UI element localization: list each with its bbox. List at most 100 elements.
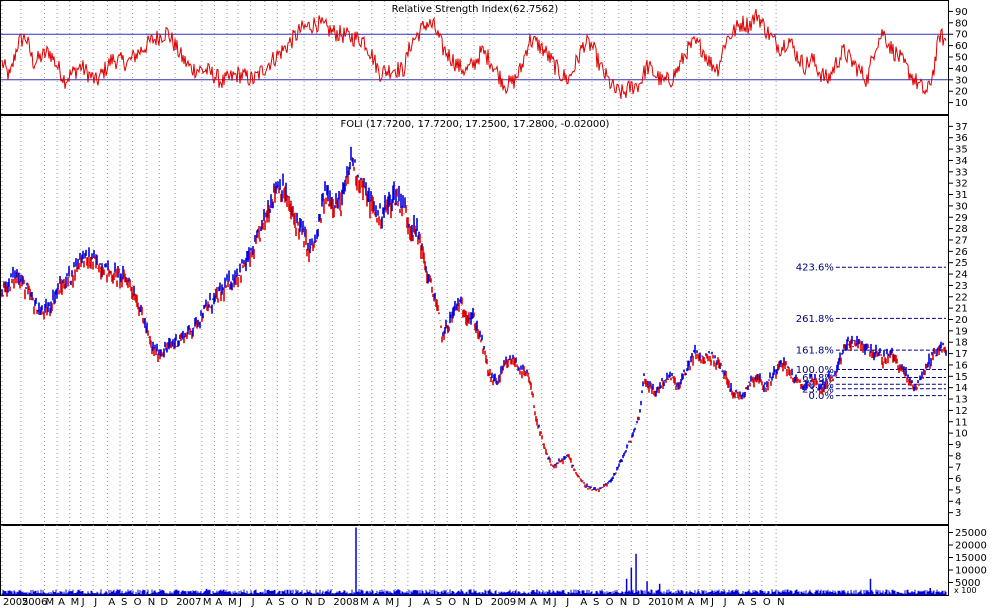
price-tick-label: 8 [955, 451, 961, 462]
price-tick-label: 19 [955, 326, 968, 337]
rsi-tick-label: 10 [955, 98, 968, 109]
x-tick-label: J [710, 597, 714, 608]
x-tick-label: J [395, 597, 399, 608]
x-tick-label: S [593, 597, 599, 608]
x-tick-label: J [553, 597, 557, 608]
rsi-tick-label: 90 [955, 7, 968, 18]
price-tick-label: 18 [955, 338, 968, 349]
price-tick-label: 13 [955, 395, 968, 406]
x-tick-label: J [81, 597, 85, 608]
price-tick-label: 30 [955, 201, 968, 212]
price-tick-label: 14 [955, 383, 968, 394]
price-tick-label: 15 [955, 372, 968, 383]
x-tick-label: A [530, 597, 537, 608]
x-tick-label: D [160, 597, 168, 608]
x-tick-label: O [606, 597, 614, 608]
volume-tick-label: 25000 [955, 528, 987, 539]
x-tick-label: D [632, 597, 640, 608]
x-tick-label: M [700, 597, 709, 608]
x-tick-label: M [543, 597, 552, 608]
price-tick-label: 6 [955, 474, 961, 485]
x-tick-label: M [385, 597, 394, 608]
x-tick-label: N [620, 597, 627, 608]
x-tick-label: D [318, 597, 326, 608]
price-tick-label: 11 [955, 417, 968, 428]
rsi-tick-label: 30 [955, 75, 968, 86]
price-tick-label: 25 [955, 258, 968, 269]
x-tick-label: 2006 [22, 597, 47, 608]
fib-level-label: 423.6% [796, 263, 834, 274]
x-tick-label: J [723, 597, 727, 608]
price-tick-label: 35 [955, 145, 968, 156]
price-tick-label: 36 [955, 133, 968, 144]
fib-level-label: 100.0% [796, 365, 834, 376]
price-tick-label: 26 [955, 247, 968, 258]
rsi-title: Relative Strength Index(62.7562) [392, 4, 559, 15]
x-tick-label: A [373, 597, 380, 608]
volume-bars [1, 527, 947, 595]
price-tick-label: 9 [955, 440, 961, 451]
x-tick-label: M [203, 597, 212, 608]
x-tick-label: S [436, 597, 442, 608]
price-tick-label: 21 [955, 304, 968, 315]
x-tick-label: J [565, 597, 569, 608]
x-tick-label: 2008 [333, 597, 358, 608]
fib-level-label: 161.8% [796, 346, 834, 357]
price-tick-label: 4 [955, 497, 961, 508]
x-tick-label: A [215, 597, 222, 608]
x-tick-label: O [291, 597, 299, 608]
x-tick-label: A [738, 597, 745, 608]
rsi-series [1, 8, 947, 99]
volume-tick-label: 20000 [955, 541, 987, 552]
x-tick-label: M [360, 597, 369, 608]
x-tick-label: J [408, 597, 412, 608]
price-series [1, 146, 947, 493]
rsi-tick-label: 70 [955, 30, 968, 41]
price-title: FOLI (17.7200, 17.7200, 17.2500, 17.2800… [341, 119, 610, 130]
x-tick-label: A [266, 597, 273, 608]
price-tick-label: 37 [955, 122, 968, 133]
price-tick-label: 20 [955, 315, 968, 326]
vertical-gridlines [1, 1, 777, 595]
rsi-reference-lines [1, 33, 948, 81]
x-tick-label: J [93, 597, 97, 608]
x-tick-label: A [580, 597, 587, 608]
x-tick-label: O [134, 597, 142, 608]
x-tick-label: N [462, 597, 469, 608]
x-tick-label: 2009 [491, 597, 516, 608]
price-tick-label: 5 [955, 485, 961, 496]
rsi-tick-label: 40 [955, 64, 968, 75]
fib-level-label: 61.8% [802, 373, 834, 384]
fib-level-label: 261.8% [796, 314, 834, 325]
x-tick-label: A [423, 597, 430, 608]
x-tick-label: J [238, 597, 242, 608]
x-tick-label: M [228, 597, 237, 608]
x-tick-label: O [763, 597, 771, 608]
price-tick-label: 17 [955, 349, 968, 360]
x-tick-label: S [121, 597, 127, 608]
x-tick-label: N [148, 597, 155, 608]
x-tick-label: M [71, 597, 80, 608]
price-tick-label: 3 [955, 508, 961, 519]
rsi-tick-label: 20 [955, 87, 968, 98]
volume-tick-label: 15000 [955, 553, 987, 564]
rsi-tick-label: 50 [955, 53, 968, 64]
price-y-axis: 3456789101112131415161718192021222324252… [948, 122, 968, 519]
x-tick-label: M [517, 597, 526, 608]
x-tick-label: M [675, 597, 684, 608]
x-tick-label: N [777, 597, 784, 608]
rsi-tick-label: 80 [955, 18, 968, 29]
fib-level-label: 38.2% [802, 380, 834, 391]
price-tick-label: 16 [955, 360, 968, 371]
x-tick-label: J [251, 597, 255, 608]
price-tick-label: 22 [955, 292, 968, 303]
x-tick-label: A [687, 597, 694, 608]
price-tick-label: 24 [955, 270, 968, 281]
x-tick-label: D [475, 597, 483, 608]
x-tick-label: A [58, 597, 65, 608]
price-tick-label: 29 [955, 213, 968, 224]
